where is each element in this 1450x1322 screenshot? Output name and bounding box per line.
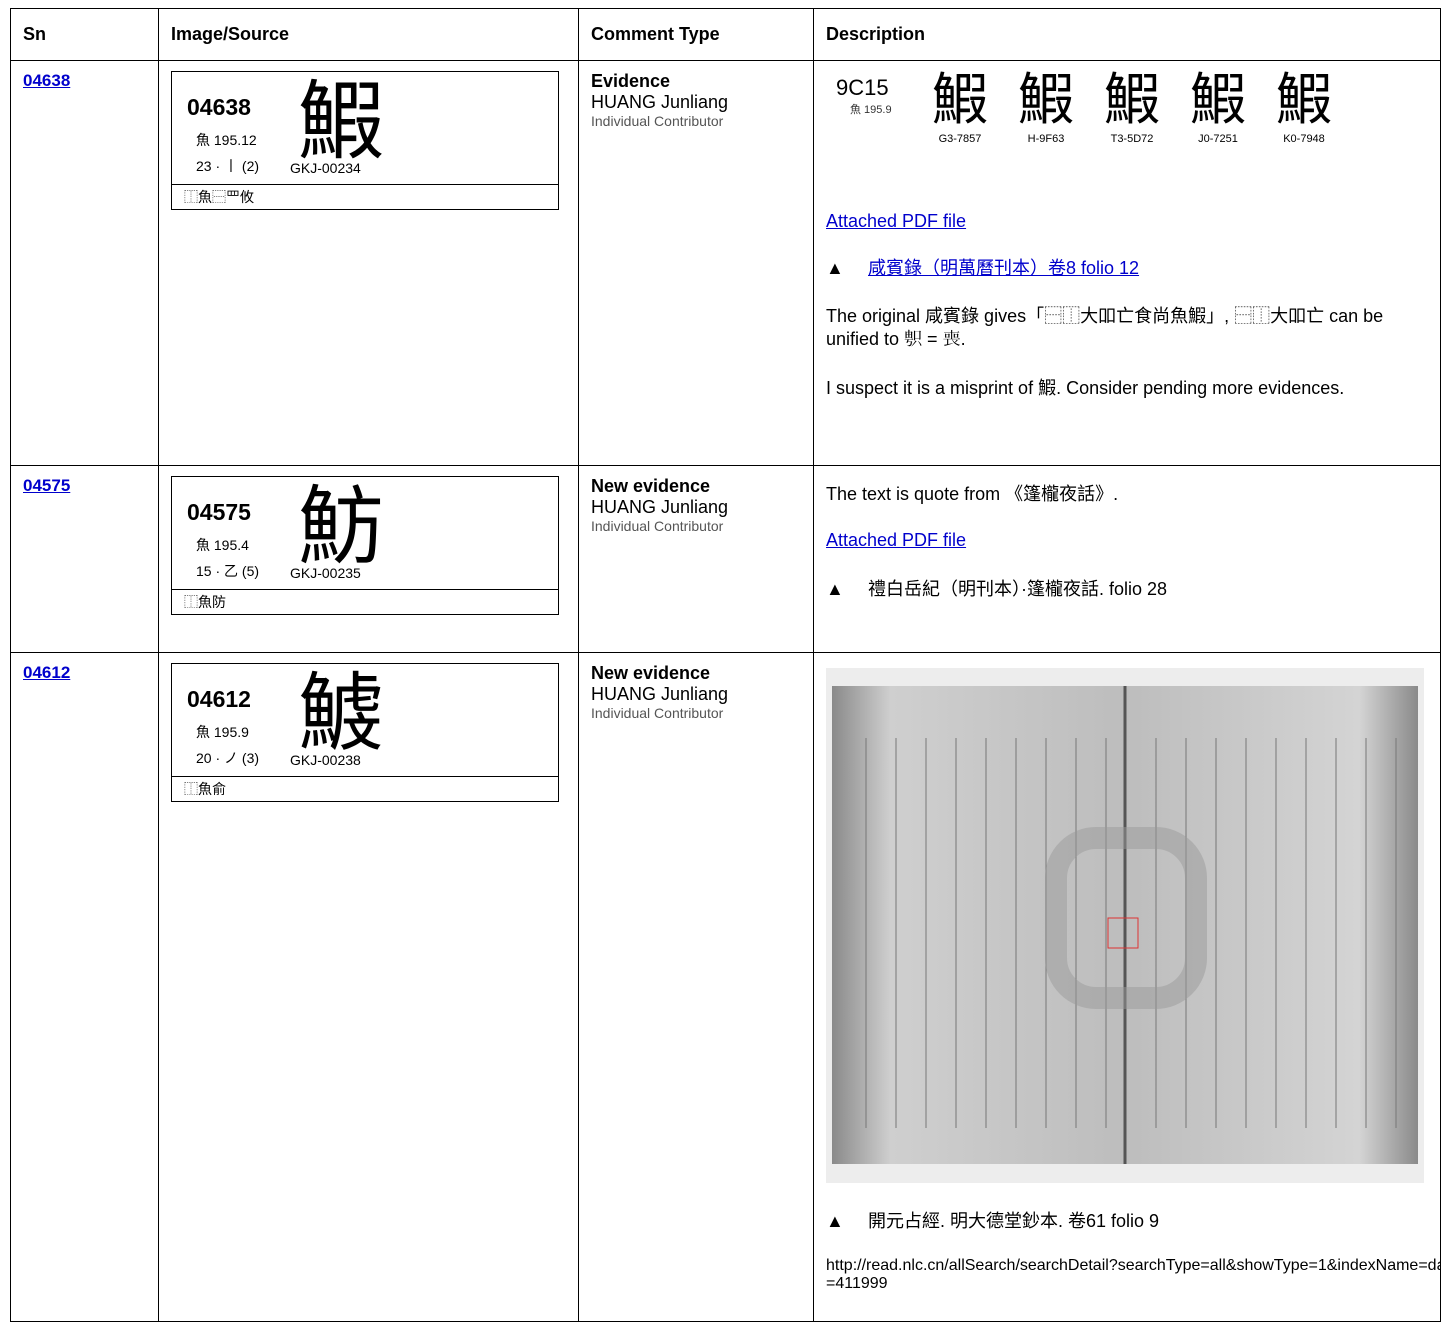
glyph-card: 04638 魚 195.12 23 · 丨 (2) 鰕 GKJ-00234 ⿰魚… <box>171 71 559 210</box>
description-cell: 9C15 魚 195.9 鰕 G3-7857 鰕 H-9F63 鰕 T3-5D72 鰕… <box>813 60 1441 466</box>
comment-type: Evidence <box>591 71 671 91</box>
card-source: GKJ-00234 <box>290 160 361 176</box>
header-row: Sn Image/Source Comment Type Description <box>10 8 1441 61</box>
card-sn: 04575 <box>187 499 251 525</box>
card-sn: 04612 <box>187 686 251 712</box>
card-glyph: 魴 <box>298 477 384 577</box>
header-cell: Image/Source <box>158 8 579 61</box>
card-radical: 魚 195.4 <box>196 537 249 553</box>
card-radical: 魚 195.12 <box>196 132 257 148</box>
url-text: http://read.nlc.cn/allSearch/searchDetai… <box>826 1257 1440 1292</box>
header-cell: Comment Type <box>578 8 814 61</box>
bullet: ▲ <box>826 1211 844 1231</box>
row: 04612 04612 魚 195.9 20 · ノ (3) 鰬 GKJ-002… <box>10 652 1441 1322</box>
bullet: ▲ <box>826 579 844 599</box>
sn-cell: 04575 <box>10 465 159 653</box>
header-cell: Sn <box>10 8 159 61</box>
card-strokes: 20 · ノ (3) <box>196 750 260 766</box>
card-strokes: 15 · 乙 (5) <box>196 563 260 579</box>
sn-link[interactable]: 04638 <box>23 71 71 90</box>
comment-role: Individual Contributor <box>591 113 724 129</box>
card-top: 04638 魚 195.12 23 · 丨 (2) 鰕 GKJ-00234 <box>172 72 558 185</box>
glyph-card: 04612 魚 195.9 20 · ノ (3) 鰬 GKJ-00238 ⿰魚俞 <box>171 663 559 802</box>
comment-role: Individual Contributor <box>591 518 724 534</box>
sample-label: T3-5D72 <box>1110 133 1154 145</box>
glyph-sample: 鰕 T3-5D72 <box>1092 68 1172 146</box>
sample-glyph: 鰕 <box>1104 68 1160 133</box>
glyph-chart: 9C15 魚 195.9 鰕 G3-7857 鰕 H-9F63 鰕 T3-5D72 鰕… <box>826 62 1428 162</box>
evidence-table: Sn Image/Source Comment Type Description… <box>10 8 1441 1322</box>
comment-cell: New evidence HUANG Junliang Individual C… <box>578 652 814 1322</box>
card-top: 04612 魚 195.9 20 · ノ (3) 鰬 GKJ-00238 <box>172 664 558 777</box>
comment-author: HUANG Junliang <box>591 497 729 517</box>
comment-cell: New evidence HUANG Junliang Individual C… <box>578 465 814 653</box>
sample-glyph: 鰕 <box>932 68 988 133</box>
sample-glyph: 鰕 <box>1190 68 1246 133</box>
paragraph: The text is quote from 《篷櫳夜話》. <box>826 484 1119 504</box>
sample-glyph: 鰕 <box>1276 68 1332 133</box>
attachment-link[interactable]: Attached PDF file <box>826 530 967 550</box>
card-glyph: 鰬 <box>298 664 384 764</box>
scan-image <box>826 668 1424 1183</box>
scan-highlight <box>1107 917 1139 949</box>
comment-type: New evidence <box>591 663 711 683</box>
row: 04638 04638 魚 195.12 23 · 丨 (2) 鰕 GKJ-00… <box>10 60 1441 466</box>
card-strokes: 23 · 丨 (2) <box>196 158 260 174</box>
glyph-code: 9C15 <box>836 75 889 100</box>
sn-link[interactable]: 04612 <box>23 663 71 682</box>
comment-role: Individual Contributor <box>591 705 724 721</box>
card-source: GKJ-00235 <box>290 565 361 581</box>
glyph-card: 04575 魚 195.4 15 · 乙 (5) 魴 GKJ-00235 ⿰魚防 <box>171 476 559 615</box>
header-cell: Description <box>813 8 1441 61</box>
glyph-sample: 鰕 H-9F63 <box>1006 68 1086 146</box>
bullet: ▲ <box>826 258 844 278</box>
glyph-sample: 鰕 J0-7251 <box>1178 68 1258 146</box>
card-source: GKJ-00238 <box>290 752 361 768</box>
glyph-sample: 鰕 G3-7857 <box>920 68 1000 146</box>
glyph-radical: 魚 195.9 <box>850 104 892 116</box>
card-ids: ⿰魚防 <box>184 594 226 610</box>
comment-type: New evidence <box>591 476 711 496</box>
card-sn: 04638 <box>187 94 251 120</box>
sample-label: J0-7251 <box>1198 133 1238 145</box>
paragraph: I suspect it is a misprint of 鰕. Conside… <box>826 378 1345 398</box>
comment-cell: Evidence HUANG Junliang Individual Contr… <box>578 60 814 466</box>
sample-glyph: 鰕 <box>1018 68 1074 133</box>
card-ids: ⿰魚⿱罒攸 <box>184 189 254 205</box>
caption: 開元占經. 明大德堂鈔本. 卷61 folio 9 <box>868 1211 1160 1231</box>
sn-link[interactable]: 04575 <box>23 476 71 495</box>
card-top: 04575 魚 195.4 15 · 乙 (5) 魴 GKJ-00235 <box>172 477 558 590</box>
image-cell: 04612 魚 195.9 20 · ノ (3) 鰬 GKJ-00238 ⿰魚俞 <box>158 652 579 1322</box>
card-ids: ⿰魚俞 <box>184 781 226 797</box>
sample-label: G3-7857 <box>938 133 982 145</box>
comment-author: HUANG Junliang <box>591 92 729 112</box>
sample-label: K0-7948 <box>1283 133 1325 145</box>
sn-cell: 04638 <box>10 60 159 466</box>
description-cell: The text is quote from 《篷櫳夜話》. Attached … <box>813 465 1441 653</box>
source-text: 禮白岳紀（明刊本）·篷櫳夜話. folio 28 <box>868 579 1168 599</box>
paragraph: The original 咸賓錄 gives「⿱⿰大吅亡食尚魚鰕」, ⿱⿰大吅亡… <box>826 306 1384 349</box>
glyph-sample: 鰕 K0-7948 <box>1264 68 1344 146</box>
scan-watermark <box>1045 827 1207 1009</box>
image-cell: 04638 魚 195.12 23 · 丨 (2) 鰕 GKJ-00234 ⿰魚… <box>158 60 579 466</box>
source-link[interactable]: 咸賓錄（明萬曆刊本）卷8 folio 12 <box>868 258 1140 278</box>
row: 04575 04575 魚 195.4 15 · 乙 (5) 魴 GKJ-002… <box>10 465 1441 653</box>
card-glyph: 鰕 <box>298 72 384 172</box>
attachment-link[interactable]: Attached PDF file <box>826 211 967 231</box>
card-radical: 魚 195.9 <box>196 724 249 740</box>
comment-author: HUANG Junliang <box>591 684 729 704</box>
image-cell: 04575 魚 195.4 15 · 乙 (5) 魴 GKJ-00235 ⿰魚防 <box>158 465 579 653</box>
description-cell: ▲ 開元占經. 明大德堂鈔本. 卷61 folio 9 http://read.n… <box>813 652 1441 1322</box>
sample-label: H-9F63 <box>1027 133 1065 145</box>
sn-cell: 04612 <box>10 652 159 1322</box>
